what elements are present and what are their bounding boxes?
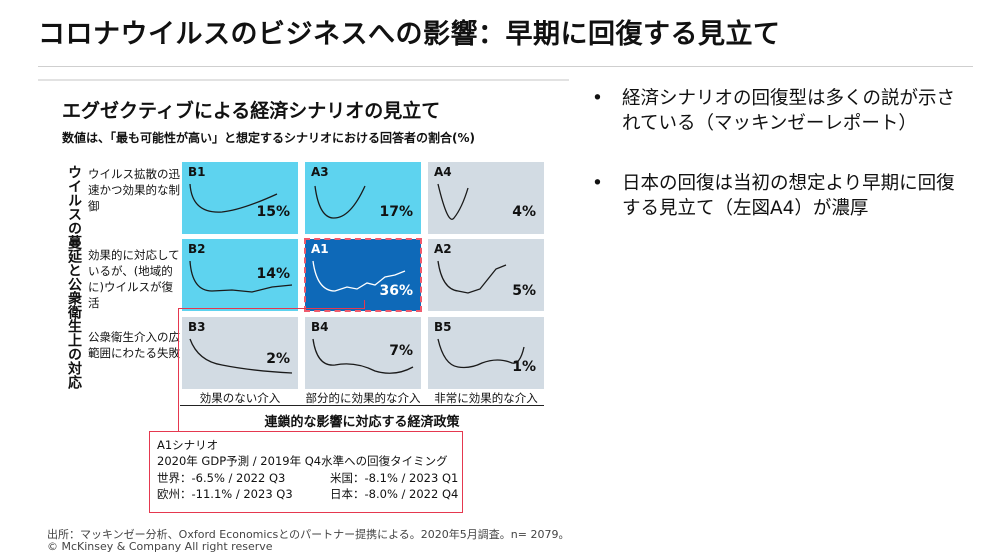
cell-percent: 1% <box>512 359 536 375</box>
cell-id: A4 <box>434 165 452 179</box>
cell-id: A1 <box>311 242 329 256</box>
bullet-item: • 経済シナリオの回復型は多くの説が示されている（マッキンゼーレポート） <box>592 86 972 138</box>
x-axis-label: 連鎖的な影響に対応する経済政策 <box>264 415 460 430</box>
cell-percent: 36% <box>379 283 413 299</box>
callout-connector-vertical <box>178 308 179 432</box>
bullet-item: • 日本の回復は当初の想定より早期に回復する見立て（左図A4）が濃厚 <box>592 171 972 223</box>
scenario-cell-b2: B2 14% <box>182 239 298 311</box>
row-label-2: 効果的に対応しているが、(地域的に)ウイルスが復活 <box>88 248 180 310</box>
callout-connector-stub <box>364 300 365 308</box>
cell-percent: 17% <box>379 204 413 220</box>
cell-percent: 5% <box>512 283 536 299</box>
scenario-cell-a1: A1 36% <box>304 238 422 312</box>
cell-percent: 14% <box>256 266 290 282</box>
a1-curve <box>312 260 406 292</box>
title-divider <box>38 66 973 67</box>
row-label-1: ウイルス拡散の迅速かつ効果的な制御 <box>88 167 180 213</box>
a1-europe: 欧州：-11.1% / 2023 Q3 <box>157 487 293 501</box>
a1-japan: 日本：-8.0% / 2022 Q4 <box>330 487 459 501</box>
column-label-1: 効果のない介入 <box>199 391 281 405</box>
figure-top-divider <box>38 79 569 81</box>
column-label-3: 非常に効果的な介入 <box>434 391 538 405</box>
a1-heading: A1シナリオ <box>157 438 219 452</box>
cell-id: B2 <box>188 242 206 256</box>
a4-curve <box>437 183 469 220</box>
b2-curve <box>189 260 293 293</box>
cell-id: B1 <box>188 165 206 179</box>
cell-percent: 15% <box>256 204 290 220</box>
slide-title: コロナウイルスのビジネスへの影響：早期に回復する見立て <box>38 19 781 50</box>
row-label-3: 公衆衛生介入の広範囲にわたる失敗 <box>88 330 180 360</box>
cell-percent: 7% <box>389 343 413 359</box>
a1-description: 2020年 GDP予測 / 2019年 Q4水準への回復タイミング <box>157 454 448 468</box>
bullet-text: 経済シナリオの回復型は多くの説が示されている（マッキンゼーレポート） <box>622 88 956 134</box>
figure-subtitle: 数値は、「最も可能性が高い」と想定するシナリオにおける回答者の割合(%) <box>62 131 475 145</box>
copyright: © McKinsey & Company All right reserve <box>47 540 273 553</box>
cell-id: B4 <box>311 320 329 334</box>
b3-curve <box>189 338 293 374</box>
a3-curve <box>314 185 366 219</box>
cell-percent: 4% <box>512 204 536 220</box>
bullet-icon: • <box>592 88 603 109</box>
b5-curve <box>437 338 525 369</box>
figure-title: エグゼクティブによる経済シナリオの見立て <box>62 100 441 122</box>
cell-id: B3 <box>188 320 206 334</box>
column-label-2: 部分的に効果的な介入 <box>305 391 421 405</box>
scenario-cell-b4: B4 7% <box>305 317 421 389</box>
scenario-cell-a2: A2 5% <box>428 239 544 311</box>
a1-scenario-box: A1シナリオ 2020年 GDP予測 / 2019年 Q4水準への回復タイミング… <box>149 431 463 513</box>
b1-curve <box>189 183 278 213</box>
a2-curve <box>437 260 507 294</box>
x-axis-rule <box>180 405 544 406</box>
b4-curve <box>312 338 414 374</box>
scenario-cell-a4: A4 4% <box>428 162 544 234</box>
cell-id: B5 <box>434 320 452 334</box>
scenario-cell-b1: B1 15% <box>182 162 298 234</box>
a1-world: 世界：-6.5% / 2022 Q3 <box>157 471 286 485</box>
cell-percent: 2% <box>266 351 290 367</box>
a1-us: 米国：-8.1% / 2023 Q1 <box>330 471 459 485</box>
y-axis-label: ウイルスの蔓延と公衆衛生上の対応 <box>66 165 82 389</box>
cell-id: A3 <box>311 165 329 179</box>
bullet-text: 日本の回復は当初の想定より早期に回復する見立て（左図A4）が濃厚 <box>622 173 955 219</box>
cell-id: A2 <box>434 242 452 256</box>
source-note: 出所：マッキンゼー分析、Oxford Economicsとのパートナー提携による… <box>47 528 570 541</box>
bullet-icon: • <box>592 173 603 194</box>
scenario-cell-b5: B5 1% <box>428 317 544 389</box>
scenario-cell-a3: A3 17% <box>305 162 421 234</box>
scenario-cell-b3: B3 2% <box>182 317 298 389</box>
callout-connector <box>178 308 365 309</box>
